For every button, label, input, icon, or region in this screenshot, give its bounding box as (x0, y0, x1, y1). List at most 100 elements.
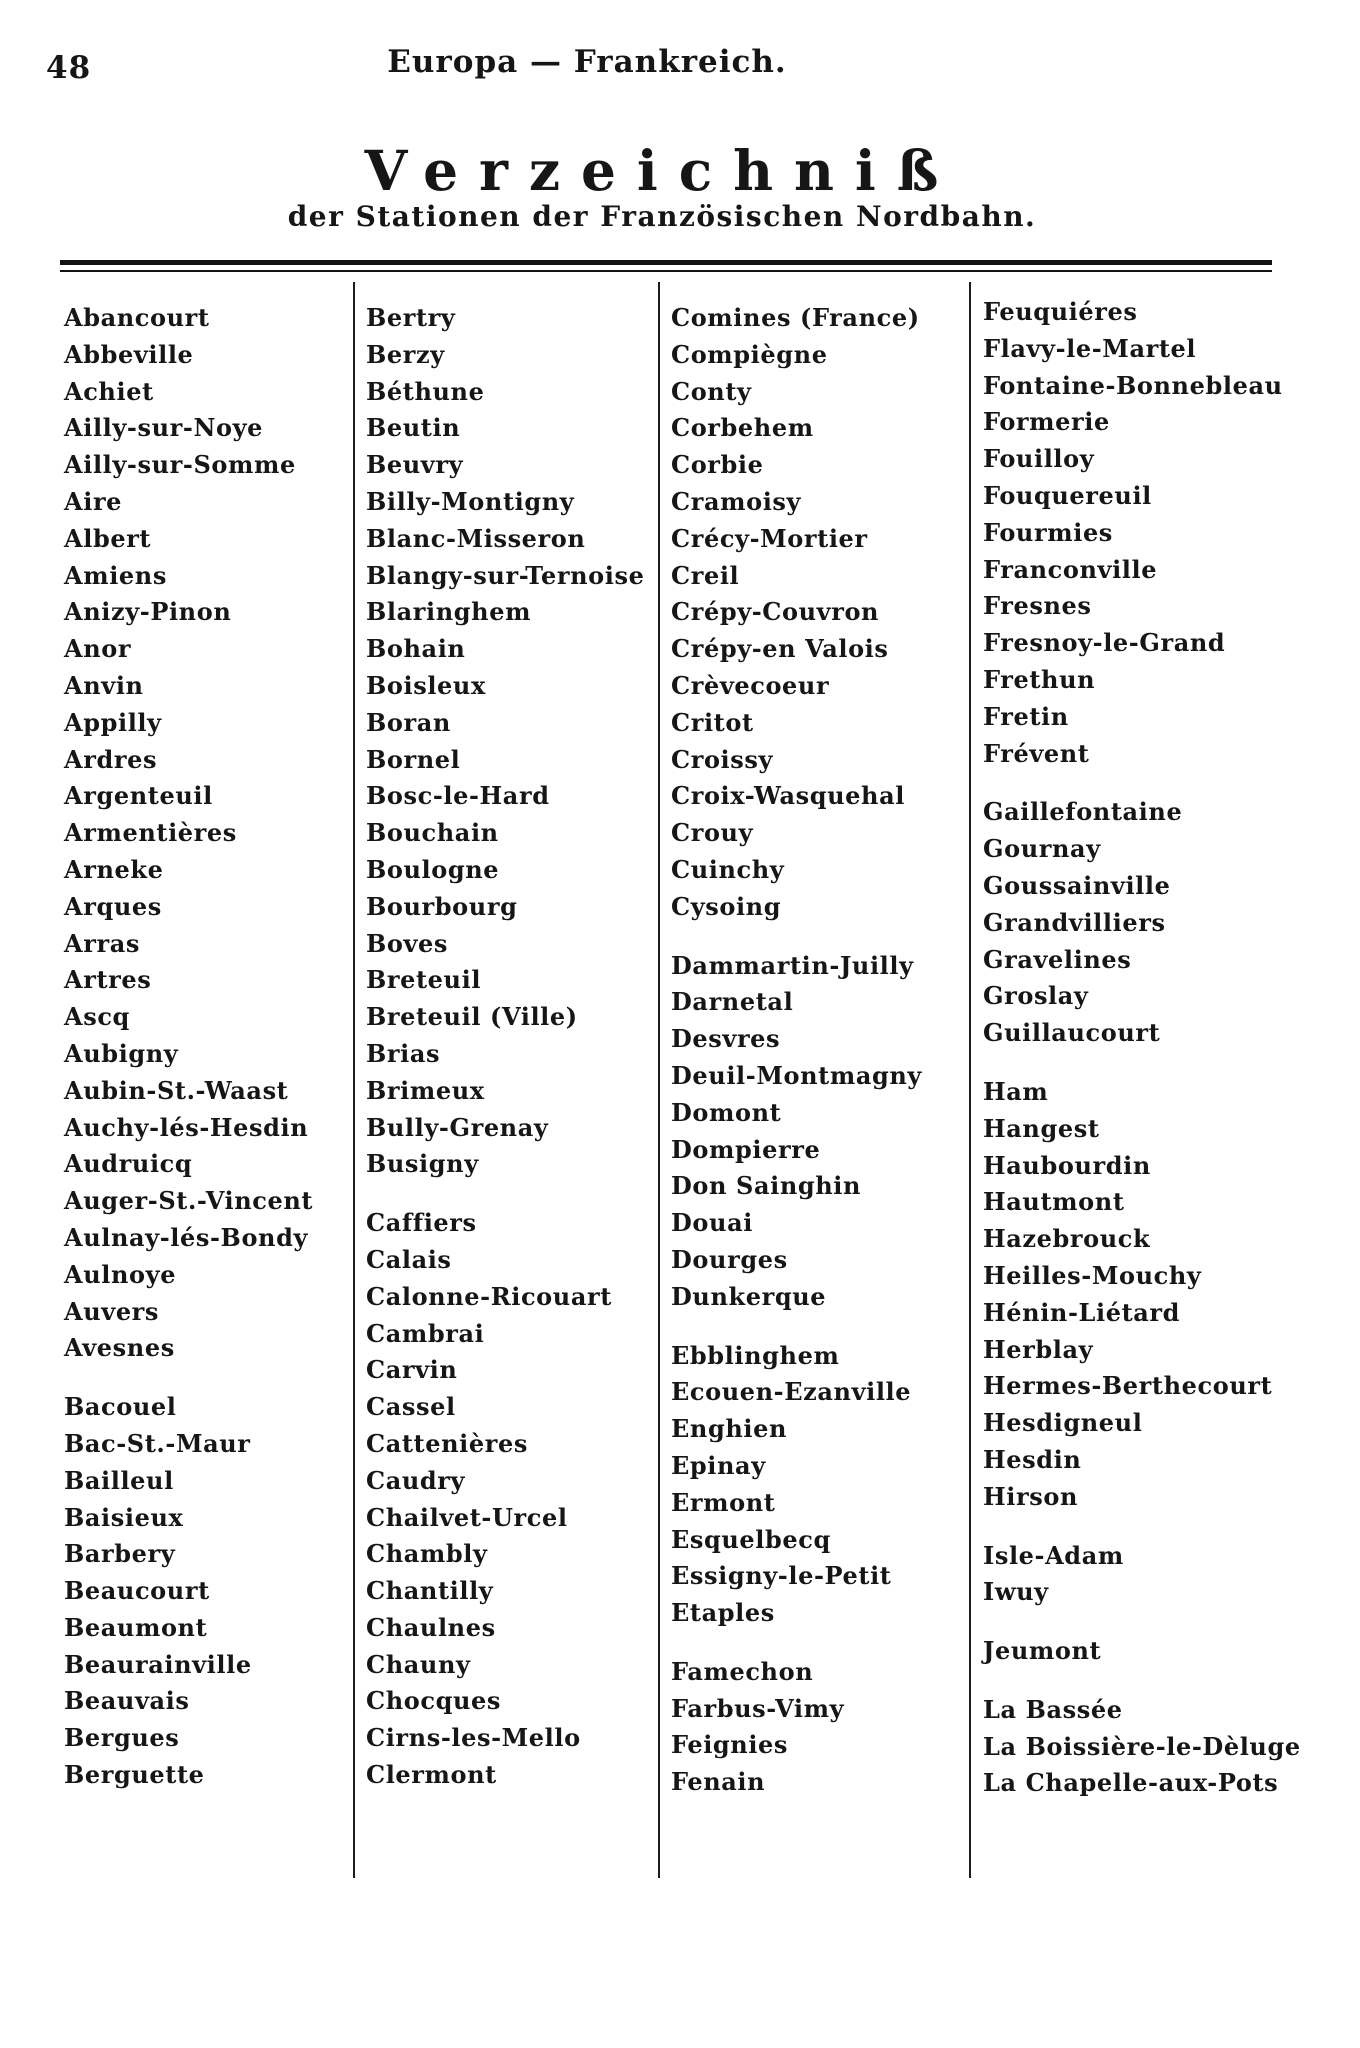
station-entry: Jeumont (983, 1636, 1102, 1666)
station-entry: Cirns-les-Mello (366, 1723, 581, 1753)
station-entry: Fouilloy (983, 444, 1095, 474)
station-entry: Arras (64, 928, 140, 958)
station-entry: Heilles-Mouchy (983, 1260, 1202, 1290)
station-entry: Gravelines (983, 944, 1132, 974)
station-entry: Chailvet-Urcel (366, 1502, 568, 1532)
station-entry: Epinay (671, 1450, 766, 1480)
station-entry: Cattenières (366, 1428, 528, 1458)
station-entry: Deuil-Montmagny (671, 1060, 922, 1090)
station-entry: Berzy (366, 339, 445, 369)
station-entry: Bosc-le-Hard (366, 781, 550, 811)
station-entry: Baisieux (64, 1502, 184, 1532)
station-entry: Formerie (983, 407, 1110, 437)
station-entry: Bertry (366, 303, 456, 332)
station-entry: Avesnes (64, 1333, 175, 1363)
station-entry: Dourges (671, 1244, 788, 1274)
station-entry: Chauny (366, 1649, 471, 1679)
station-entry: Amiens (64, 560, 167, 590)
station-entry: Abbeville (64, 339, 194, 369)
station-entry: Desvres (671, 1024, 781, 1054)
station-entry: Isle-Adam (983, 1540, 1124, 1570)
station-entry: Chaulnes (366, 1612, 496, 1642)
station-entry: Bailleul (64, 1465, 174, 1495)
station-entry: Feignies (671, 1730, 789, 1760)
station-entry: Cysoing (671, 891, 782, 921)
station-entry: Bourbourg (366, 891, 518, 921)
station-entry: Famechon (671, 1656, 814, 1686)
station-entry: Bacouel (64, 1392, 177, 1422)
station-entry: Farbus-Vimy (671, 1693, 845, 1723)
station-entry: Esquelbecq (671, 1524, 831, 1554)
station-entry: Carvin (366, 1355, 458, 1385)
station-entry: Aubigny (64, 1038, 179, 1068)
station-entry: Auvers (64, 1296, 160, 1326)
station-entry: Aulnoye (64, 1259, 177, 1289)
page-title: Verzeichniß (364, 138, 960, 203)
station-column-2: Bertry Berzy Béthune Beutin Beuvry Billy-Mont… (366, 300, 654, 1794)
station-entry: Barbery (64, 1539, 176, 1569)
station-entry: Beaurainville (64, 1649, 252, 1679)
station-entry: La Chapelle-aux-Pots (983, 1768, 1279, 1798)
station-entry: Bac-St.-Maur (64, 1428, 251, 1458)
station-entry: Darnetal (671, 987, 794, 1017)
station-entry: Ardres (64, 744, 158, 774)
station-entry: Bornel (366, 744, 461, 774)
station-entry: Chambly (366, 1539, 488, 1569)
station-entry: Anizy-Pinon (64, 597, 232, 627)
station-entry: Conty (671, 376, 752, 406)
station-entry: Boran (366, 707, 451, 737)
station-entry: Enghien (671, 1414, 788, 1444)
group-gap (983, 1516, 1343, 1538)
station-entry: Gaillefontaine (983, 797, 1183, 827)
station-entry: Cambrai (366, 1318, 485, 1348)
station-entry: Fretin (983, 701, 1069, 731)
station-entry: Fenain (671, 1767, 766, 1797)
station-entry: Croissy (671, 744, 774, 774)
station-entry: Berguette (64, 1760, 205, 1790)
group-gap (671, 1316, 965, 1338)
station-entry: Ecouen-Ezanville (671, 1377, 912, 1407)
station-entry: Crécy-Mortier (671, 523, 868, 553)
station-entry: Flavy-le-Martel (983, 333, 1197, 363)
station-entry: Ermont (671, 1487, 776, 1517)
station-entry: Hautmont (983, 1187, 1125, 1217)
station-entry: Cramoisy (671, 486, 802, 516)
station-entry: Crouy (671, 818, 754, 848)
station-entry: Auchy-lés-Hesdin (64, 1112, 309, 1142)
station-entry: Blangy-sur-Ternoise (366, 560, 645, 590)
station-entry: Chocques (366, 1686, 501, 1716)
station-entry: Essigny-le-Petit (671, 1561, 892, 1591)
station-entry: Blanc-Misseron (366, 523, 586, 553)
station-entry: Argenteuil (64, 781, 213, 811)
station-entry: Busigny (366, 1149, 479, 1179)
station-entry: Don Sainghin (671, 1171, 862, 1201)
station-entry: Boulogne (366, 854, 500, 884)
station-entry: Achiet (64, 376, 154, 406)
station-entry: Hermes-Berthecourt (983, 1371, 1273, 1401)
station-entry: Beutin (366, 413, 461, 443)
group-gap (983, 1670, 1343, 1692)
station-entry: Dunkerque (671, 1281, 827, 1311)
station-entry: Fontaine-Bonnebleau (983, 370, 1283, 400)
station-entry: Ailly-sur-Noye (64, 413, 264, 443)
double-rule (60, 260, 1272, 272)
column-divider-1 (353, 282, 355, 1878)
station-entry: Albert (64, 523, 152, 553)
station-entry: Aubin-St.-Waast (64, 1075, 289, 1105)
station-entry: Bohain (366, 634, 466, 664)
station-entry: Ailly-sur-Somme (64, 450, 296, 480)
station-column-3: Comines (France) Compiègne Conty Corbehem Co… (671, 300, 965, 1801)
station-entry: Brimeux (366, 1075, 485, 1105)
station-entry: Fresnes (983, 591, 1092, 621)
station-entry: Arques (64, 891, 162, 921)
station-entry: Bouchain (366, 818, 499, 848)
station-entry: Hénin-Liétard (983, 1297, 1181, 1327)
page-subtitle: der Stationen der Französischen Nordbahn… (287, 200, 1037, 233)
station-entry: Douai (671, 1208, 753, 1238)
station-entry: Critot (671, 707, 754, 737)
station-entry: Boves (366, 928, 449, 958)
station-entry: Auger-St.-Vincent (64, 1186, 314, 1216)
station-entry: Groslay (983, 981, 1089, 1011)
station-entry: Blaringhem (366, 597, 532, 627)
station-entry: Caffiers (366, 1208, 477, 1238)
